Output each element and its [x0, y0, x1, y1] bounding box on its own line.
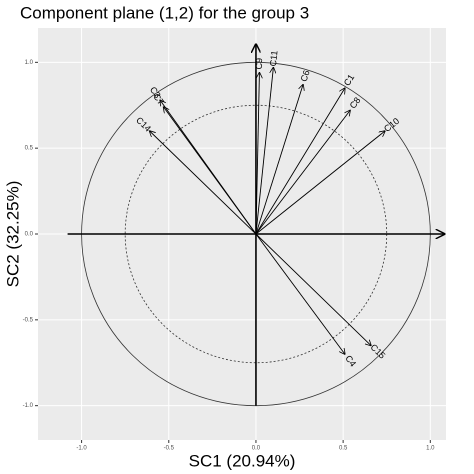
y-tick-label: 1.0	[25, 60, 34, 66]
chart-title: Component plane (1,2) for the group 3	[20, 3, 309, 22]
arrow	[255, 233, 345, 354]
x-tick-label: 0.5	[339, 446, 348, 452]
arrow	[255, 85, 303, 235]
arrow	[255, 233, 371, 346]
x-tick-label: 0.0	[252, 446, 261, 452]
y-tick-label: 0.0	[25, 232, 34, 238]
arrow	[255, 88, 345, 235]
y-tick-label: 0.5	[25, 146, 34, 152]
y-axis-label: SC2 (32.25%)	[3, 181, 22, 288]
arrow	[255, 110, 350, 235]
arrow	[255, 73, 259, 235]
y-tick-label: -0.5	[23, 317, 34, 323]
arrow	[255, 131, 385, 235]
x-tick-label: -0.5	[164, 446, 175, 452]
y-tick-label: -1.0	[23, 403, 34, 409]
x-tick-label: -1.0	[76, 446, 87, 452]
arrow	[164, 107, 257, 235]
arrow	[150, 131, 257, 235]
arrow-label: C9	[254, 58, 264, 70]
x-tick-label: 1.0	[426, 446, 435, 452]
arrow	[255, 67, 273, 235]
arrow-label: C11	[268, 50, 280, 67]
arrow-label: C6	[299, 69, 312, 83]
x-axis-label: SC1 (20.94%)	[189, 451, 296, 470]
